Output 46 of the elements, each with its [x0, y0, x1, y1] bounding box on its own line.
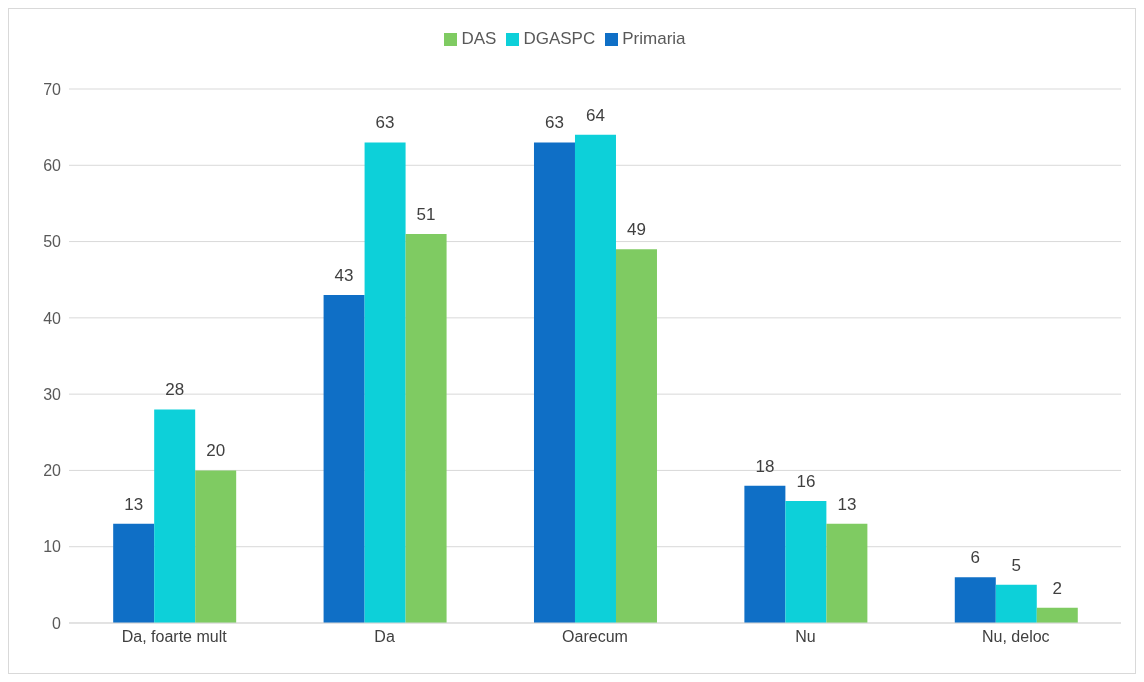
- bar: [195, 470, 237, 623]
- data-label: 64: [586, 105, 605, 125]
- bar: [954, 577, 996, 623]
- bar: [744, 485, 786, 623]
- bar: [826, 523, 868, 623]
- bar: [574, 134, 616, 623]
- bar: [615, 249, 657, 623]
- data-label: 2: [1052, 578, 1063, 598]
- y-tick-label: 10: [43, 538, 62, 556]
- bar: [323, 294, 365, 623]
- data-label: 43: [334, 265, 354, 285]
- data-label: 16: [796, 471, 816, 491]
- data-label: 20: [206, 441, 226, 461]
- data-label: 18: [755, 456, 775, 476]
- y-tick-label: 20: [43, 462, 62, 480]
- y-tick-label: 60: [43, 156, 62, 174]
- y-tick-label: 40: [43, 309, 62, 327]
- bar: [405, 233, 447, 623]
- x-tick-label: Da: [374, 628, 395, 646]
- x-tick-label: Nu: [795, 628, 816, 646]
- y-tick-label: 70: [43, 80, 62, 98]
- bar: [785, 500, 827, 623]
- legend-label: Primaria: [622, 29, 686, 48]
- data-label: 63: [375, 113, 395, 133]
- data-label: 6: [970, 548, 981, 568]
- bar: [533, 142, 575, 623]
- legend-label: DGASPC: [523, 29, 596, 48]
- y-tick-label: 0: [52, 614, 62, 632]
- data-label: 5: [1011, 555, 1022, 575]
- data-label: 13: [837, 494, 857, 514]
- bar: [154, 409, 196, 623]
- data-label: 63: [545, 113, 564, 133]
- legend-label: DAS: [461, 29, 497, 48]
- bar: [113, 523, 155, 623]
- x-tick-label: Da, foarte mult: [121, 628, 228, 646]
- y-tick-label: 50: [43, 233, 62, 251]
- x-tick-label: Oarecum: [562, 628, 628, 646]
- data-label: 28: [165, 380, 185, 400]
- x-tick-label: Nu, deloc: [982, 628, 1050, 646]
- data-label: 51: [416, 204, 436, 224]
- bar: [1036, 607, 1078, 623]
- bar: [995, 584, 1037, 623]
- data-label: 49: [627, 220, 646, 240]
- bar: [364, 142, 406, 623]
- y-tick-label: 30: [43, 385, 62, 403]
- data-label: 13: [124, 494, 144, 514]
